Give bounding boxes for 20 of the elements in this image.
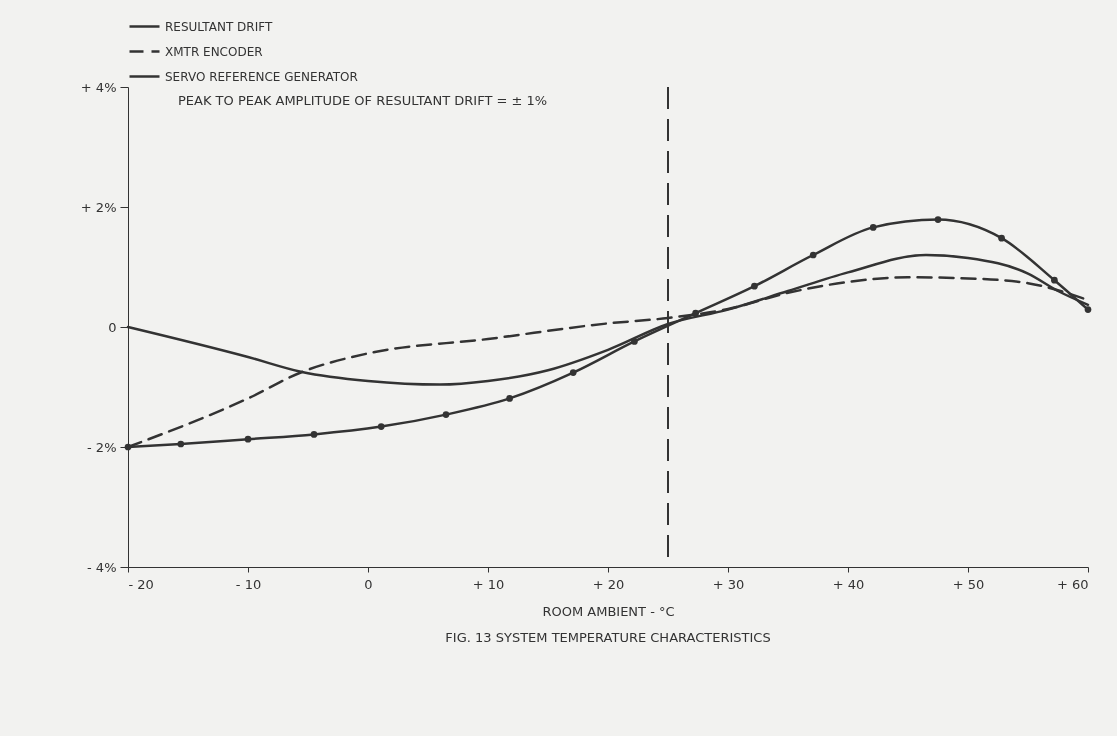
x-tick-label: + 50 xyxy=(952,576,985,592)
x-tick-label: + 30 xyxy=(712,576,745,592)
y-tick-label: + 2% xyxy=(80,199,117,215)
text: FIG. 13 SYSTEM TEMPERATURE CHARACTERISTICS xyxy=(445,630,771,645)
x-tick-label: 0 xyxy=(364,576,373,592)
legend-label: XMTR ENCODER xyxy=(165,44,263,59)
legend-label: SERVO REFERENCE GENERATOR xyxy=(165,69,358,84)
y-tick-label: + 4% xyxy=(80,79,117,95)
annotation: PEAK TO PEAK AMPLITUDE OF RESULTANT DRIFT = ± 1% xyxy=(178,93,548,108)
x-tick-label: - 20 xyxy=(128,576,154,592)
y-tick-label: - 2% xyxy=(87,439,117,455)
legend-label: RESULTANT DRIFT xyxy=(165,19,273,34)
x-tick-label: + 40 xyxy=(832,576,865,592)
x-tick-label: + 20 xyxy=(592,576,625,592)
x-tick-label: + 60 xyxy=(1056,576,1089,592)
x-axis-title: ROOM AMBIENT - °C xyxy=(542,603,675,619)
y-tick-label: - 4% xyxy=(87,559,117,575)
x-tick-label: + 10 xyxy=(472,576,505,592)
x-tick-label: - 10 xyxy=(235,576,262,592)
y-tick-label: 0 xyxy=(108,319,117,335)
